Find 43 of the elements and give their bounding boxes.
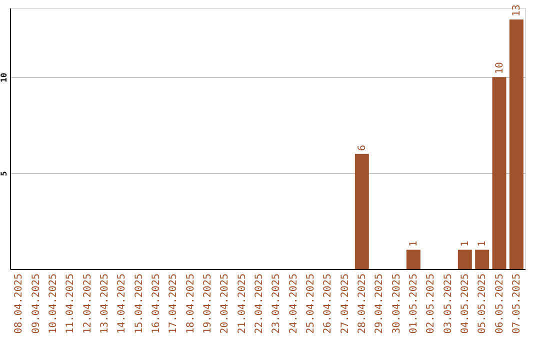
x-tick-label: 03.05.2025 — [442, 274, 454, 334]
data-label: 13 — [511, 4, 522, 17]
bar — [492, 77, 506, 269]
bar — [475, 250, 490, 269]
data-label: 1 — [477, 240, 488, 247]
bar — [354, 154, 369, 269]
x-tick-label: 20.04.2025 — [220, 274, 231, 334]
y-tick-label: 5 — [0, 170, 8, 176]
x-tick-label: 04.05.2025 — [460, 274, 471, 334]
x-tick-label: 06.05.2025 — [494, 274, 506, 334]
x-tick-label: 27.04.2025 — [340, 274, 351, 334]
x-tick-label: 01.05.2025 — [408, 274, 420, 334]
bar — [458, 250, 472, 269]
x-tick-label: 07.05.2025 — [511, 274, 522, 334]
x-tick-label: 15.04.2025 — [134, 274, 145, 334]
x-tick-label: 11.04.2025 — [65, 274, 76, 334]
x-tick-label: 19.04.2025 — [202, 274, 214, 334]
bar — [406, 250, 420, 269]
x-tick-label: 24.04.2025 — [288, 274, 300, 334]
x-tick-label: 21.04.2025 — [236, 274, 248, 334]
x-tick-label: 09.04.2025 — [30, 274, 42, 334]
data-label: 10 — [494, 62, 506, 74]
x-tick-label: 10.04.2025 — [48, 274, 59, 334]
x-tick-label: 26.04.2025 — [322, 274, 334, 334]
x-tick-label: 12.04.2025 — [82, 274, 94, 334]
x-tick-label: 17.04.2025 — [168, 274, 180, 334]
x-tick-label: 05.05.2025 — [477, 274, 488, 334]
x-tick-label: 23.04.2025 — [271, 274, 282, 334]
data-label: 1 — [408, 240, 420, 247]
x-tick-label: 14.04.2025 — [116, 274, 128, 334]
bar — [509, 20, 524, 269]
data-label: 6 — [356, 144, 368, 151]
x-tick-label: 13.04.2025 — [99, 274, 110, 334]
x-tick-label: 28.04.2025 — [356, 274, 368, 334]
x-tick-label: 16.04.2025 — [150, 274, 162, 334]
data-label: 1 — [460, 240, 471, 247]
x-tick-label: 18.04.2025 — [185, 274, 196, 334]
x-tick-label: 02.05.2025 — [426, 274, 437, 334]
x-tick-label: 22.04.2025 — [254, 274, 265, 334]
x-tick-label: 29.04.2025 — [374, 274, 386, 334]
x-tick-label: 08.04.2025 — [14, 274, 25, 334]
x-tick-label: 25.04.2025 — [305, 274, 316, 334]
x-tick-label: 30.04.2025 — [391, 274, 402, 334]
